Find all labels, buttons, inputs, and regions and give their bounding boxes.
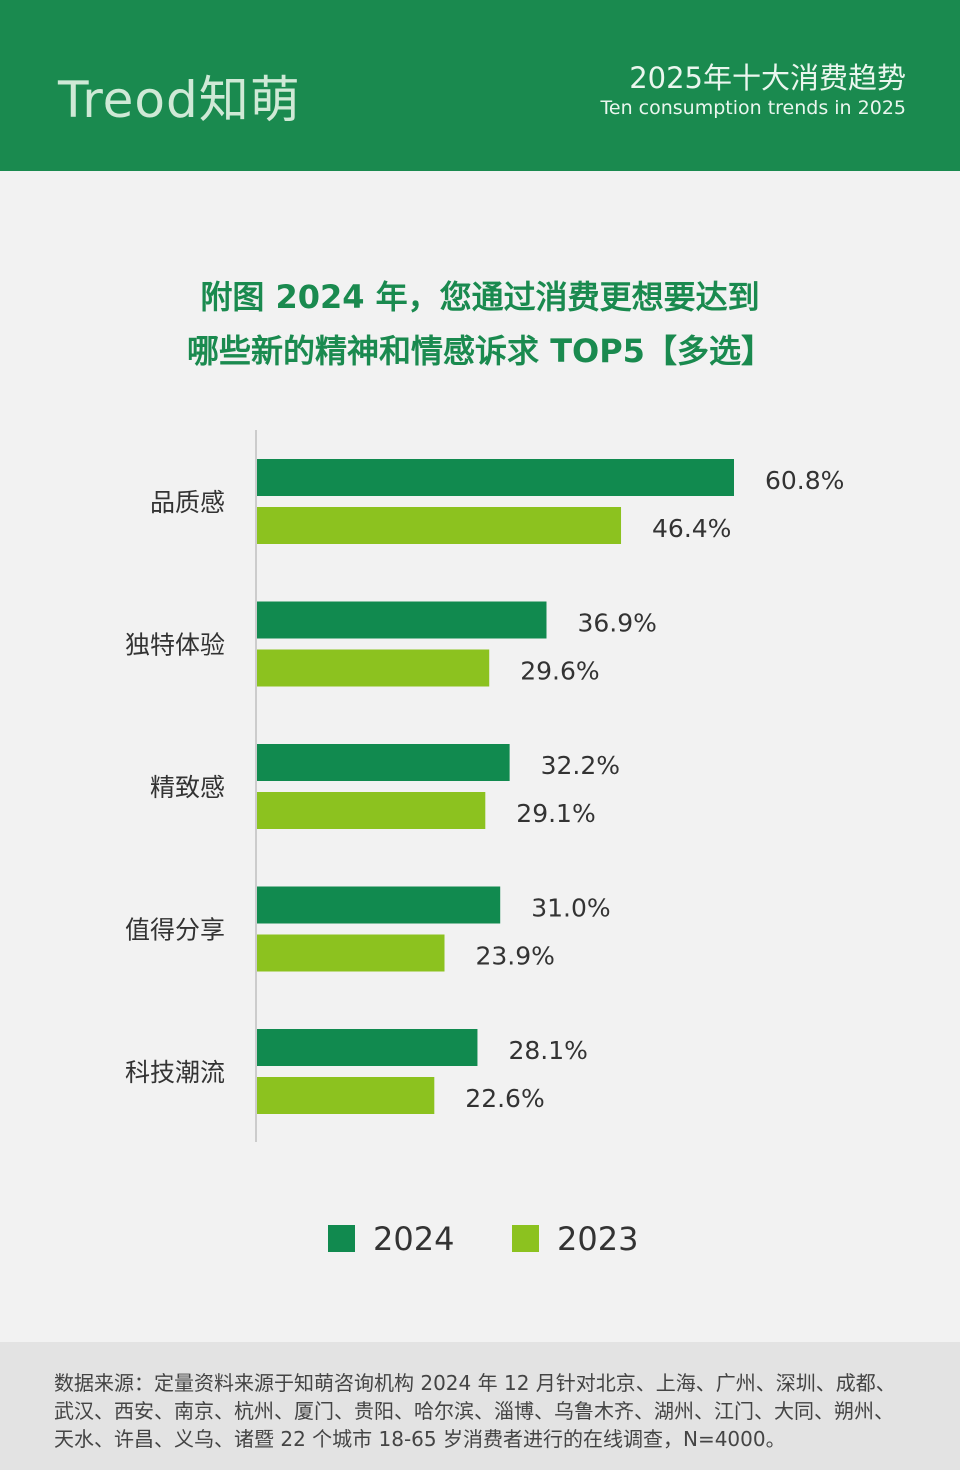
data-label-2024: 28.1% bbox=[508, 1036, 587, 1065]
header-banner: Treod知萌 2025年十大消费趋势 Ten consumption tren… bbox=[0, 0, 960, 171]
data-source-text: 数据来源：定量资料来源于知萌咨询机构 2024 年 12 月针对北京、上海、广州… bbox=[54, 1371, 896, 1451]
bar-2023 bbox=[257, 934, 445, 972]
brand-logo: Treod知萌 bbox=[58, 71, 301, 129]
legend-swatch-2024 bbox=[328, 1225, 355, 1252]
data-label-2023: 46.4% bbox=[652, 514, 731, 543]
bar-2023 bbox=[257, 649, 490, 687]
bar-2023 bbox=[257, 1077, 435, 1114]
category-label: 独特体验 bbox=[125, 631, 225, 660]
legend-label-2023: 2023 bbox=[557, 1220, 638, 1258]
chart-title-line2: 哪些新的精神和情感诉求 TOP5【多选】 bbox=[187, 332, 773, 370]
bar-2024 bbox=[257, 459, 734, 496]
chart-title: 附图 2024 年，您通过消费更想要达到 哪些新的精神和情感诉求 TOP5【多选… bbox=[0, 270, 960, 378]
data-label-2023: 23.9% bbox=[476, 942, 555, 971]
bar-2024 bbox=[257, 601, 547, 639]
category-label: 精致感 bbox=[150, 773, 225, 802]
data-label-2023: 22.6% bbox=[465, 1084, 544, 1113]
bar-chart: 品质感 60.8% 46.4% 独特体验 36.9% 29.6% 精致感 32.2% 29.1%… bbox=[125, 430, 844, 1258]
bar-2023 bbox=[257, 507, 622, 544]
data-label-2023: 29.1% bbox=[516, 799, 595, 828]
header-title-en: Ten consumption trends in 2025 bbox=[600, 97, 907, 119]
data-label-2024: 31.0% bbox=[531, 894, 610, 923]
category-label: 值得分享 bbox=[125, 916, 225, 945]
bar-2024 bbox=[257, 886, 501, 924]
data-label-2024: 36.9% bbox=[577, 609, 656, 638]
chart-title-line1: 附图 2024 年，您通过消费更想要达到 bbox=[200, 278, 760, 316]
category-label: 科技潮流 bbox=[125, 1058, 225, 1087]
header-title-block: 2025年十大消费趋势 Ten consumption trends in 20… bbox=[601, 60, 907, 120]
legend-label-2024: 2024 bbox=[373, 1220, 454, 1258]
category-label: 品质感 bbox=[150, 488, 225, 517]
bar-2024 bbox=[257, 744, 510, 781]
data-label-2024: 60.8% bbox=[765, 466, 844, 495]
bar-2023 bbox=[257, 792, 486, 829]
data-label-2023: 29.6% bbox=[520, 657, 599, 686]
header-title-cn: 2025年十大消费趋势 bbox=[629, 61, 906, 95]
legend-swatch-2023 bbox=[512, 1225, 539, 1252]
footer-source-note: 数据来源：定量资料来源于知萌咨询机构 2024 年 12 月针对北京、上海、广州… bbox=[0, 1342, 960, 1470]
data-label-2024: 32.2% bbox=[541, 751, 620, 780]
bar-2024 bbox=[257, 1029, 478, 1066]
